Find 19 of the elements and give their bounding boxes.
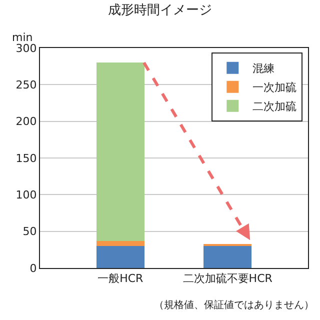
bar: [96, 240, 145, 246]
legend-label: 混練: [252, 62, 275, 76]
y-tick-label: 250: [16, 78, 37, 92]
chart-title: 成形時間イメージ: [108, 2, 212, 18]
y-tick-label: 0: [30, 262, 37, 275]
x-tick-label: 一般HCR: [98, 272, 144, 286]
legend-label: 一次加硫: [252, 81, 297, 94]
bar: [96, 246, 145, 268]
y-tick-label: 150: [16, 152, 37, 165]
x-tick-label: 二次加硫不要HCR: [182, 272, 273, 286]
text: （規格値、保証値ではありません）: [154, 299, 314, 311]
y-tick-label: 100: [16, 188, 37, 202]
y-tick-label: 50: [22, 225, 37, 238]
bar: [96, 62, 145, 241]
legend-label: 二次加硫: [252, 100, 297, 114]
y-tick-label: 300: [16, 42, 37, 55]
y-tick-label: 200: [16, 115, 37, 128]
bar: [203, 246, 252, 268]
y-axis-title: min: [12, 31, 33, 44]
